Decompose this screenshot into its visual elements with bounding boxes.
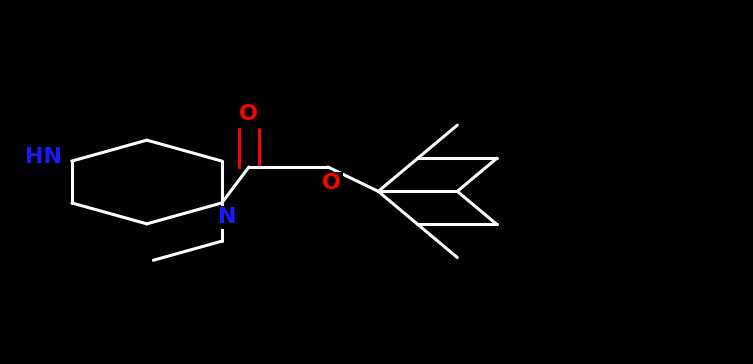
Text: HN: HN [26, 147, 62, 167]
Text: O: O [239, 104, 258, 124]
Text: N: N [218, 207, 236, 228]
Text: O: O [322, 173, 341, 193]
